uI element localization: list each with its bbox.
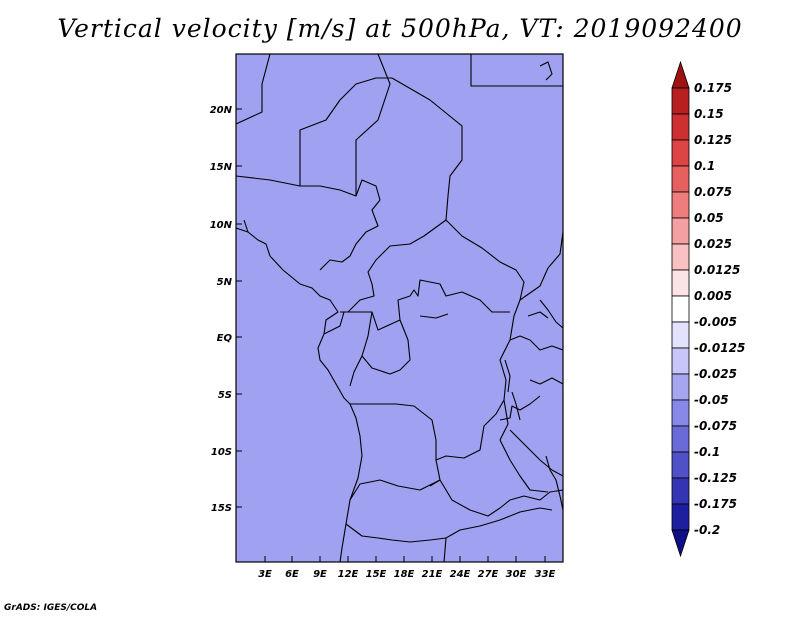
colorbar-label: 0.05	[694, 211, 724, 225]
lat-label: 5S	[218, 390, 232, 401]
colorbar-label: -0.175	[694, 497, 737, 511]
credit-text: GrADS: IGES/COLA	[4, 603, 98, 613]
colorbar-label: -0.075	[694, 419, 737, 433]
colorbar-segment	[671, 243, 690, 271]
velocity-field	[236, 54, 563, 562]
map-title: Vertical velocity [m/s] at 500hPa, VT: 2…	[57, 14, 743, 43]
lon-label: 15E	[366, 569, 387, 580]
lon-label: 30E	[506, 569, 527, 580]
colorbar-label: -0.005	[694, 315, 737, 329]
lat-label: 15S	[211, 503, 232, 514]
colorbar-segment	[671, 217, 690, 245]
lat-label: 10N	[210, 220, 233, 231]
colorbar-segment	[671, 191, 690, 219]
lon-label: 21E	[422, 569, 443, 580]
colorbar-segment	[671, 321, 690, 349]
colorbar-segment	[671, 451, 690, 479]
colorbar-label: 0.15	[694, 107, 724, 121]
colorbar-segment	[671, 373, 690, 401]
colorbar-label: -0.2	[694, 523, 720, 537]
colorbar-segment	[671, 269, 690, 297]
lon-label: 9E	[313, 569, 327, 580]
colorbar-segment	[671, 347, 690, 375]
colorbar-label: 0.125	[694, 133, 732, 147]
longitude-labels: 3E 6E 9E 12E 15E 18E 21E 24E 27E 30E 33E	[258, 569, 555, 580]
lon-label: 18E	[394, 569, 415, 580]
colorbar-label: -0.125	[694, 471, 737, 485]
lat-label: 20N	[210, 105, 233, 116]
colorbar-label: -0.025	[694, 367, 737, 381]
map-frame	[235, 53, 564, 563]
colorbar-label: -0.05	[694, 393, 729, 407]
colorbar-segment	[671, 139, 690, 167]
colorbar-label: 0.075	[694, 185, 732, 199]
colorbar-segment	[671, 399, 690, 427]
lat-label: EQ	[217, 333, 233, 344]
country-borders	[236, 54, 563, 562]
colorbar-label: 0.005	[694, 289, 732, 303]
colorbar-label: 0.025	[694, 237, 732, 251]
lon-label: 6E	[285, 569, 299, 580]
latitude-labels: 20N 15N 10N 5N EQ 5S 10S 15S	[210, 105, 233, 514]
colorbar-label: 0.175	[694, 81, 732, 95]
colorbar-segment	[671, 529, 690, 558]
lon-label: 33E	[535, 569, 556, 580]
lat-label: 10S	[211, 447, 232, 458]
colorbar-segment	[671, 87, 690, 115]
lat-label: 5N	[217, 277, 233, 288]
colorbar-label: -0.1	[694, 445, 720, 459]
colorbar	[671, 60, 690, 558]
colorbar-labels: 0.175 0.15 0.125 0.1 0.075 0.05 0.025 0.…	[694, 81, 745, 537]
colorbar-segment	[671, 477, 690, 505]
lon-label: 12E	[338, 569, 359, 580]
axis-ticks	[236, 108, 546, 562]
colorbar-segment	[671, 113, 690, 141]
colorbar-segment	[671, 425, 690, 453]
colorbar-segment	[671, 295, 690, 323]
lon-label: 27E	[478, 569, 499, 580]
colorbar-segment	[671, 165, 690, 193]
colorbar-label: 0.1	[694, 159, 715, 173]
colorbar-label: -0.0125	[694, 341, 745, 355]
lat-label: 15N	[210, 162, 233, 173]
lon-label: 24E	[450, 569, 471, 580]
colorbar-segment	[671, 503, 690, 531]
colorbar-segment	[671, 60, 690, 89]
lon-label: 3E	[258, 569, 272, 580]
colorbar-label: 0.0125	[694, 263, 740, 277]
